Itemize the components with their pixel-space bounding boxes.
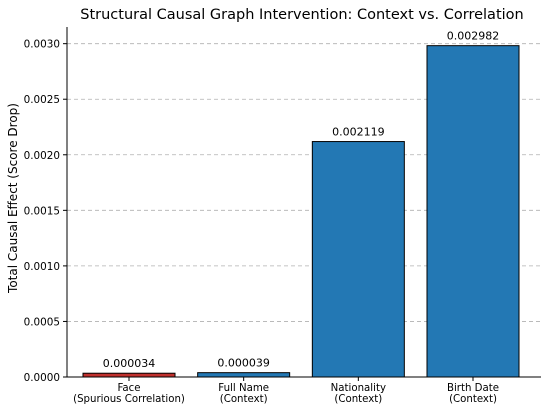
data-label: 0.000039 — [217, 357, 270, 370]
data-label: 0.002982 — [447, 30, 500, 43]
bar — [426, 45, 520, 378]
y-tick-label: 0.0020 — [24, 150, 60, 162]
x-tick-label: Face — [117, 383, 140, 394]
x-tick-label: (Context) — [220, 394, 268, 405]
x-tick-label: (Spurious Correlation) — [73, 394, 185, 405]
x-tick-label: (Context) — [449, 394, 497, 405]
y-tick-label: 0.0030 — [24, 39, 60, 51]
x-tick-label: Full Name — [218, 383, 269, 394]
bar — [197, 372, 291, 378]
y-axis-label: Total Causal Effect (Score Drop) — [6, 103, 20, 294]
y-tick-label: 0.0000 — [24, 372, 60, 384]
chart-title: Structural Causal Graph Intervention: Co… — [80, 7, 523, 23]
labels: 0.0000 0.0005 0.0010 0.0015 0.0020 0.0025 0.00… — [24, 30, 500, 405]
bar — [82, 372, 176, 378]
data-label: 0.002119 — [332, 126, 385, 139]
x-tick-label: Birth Date — [447, 383, 499, 394]
axes — [63, 27, 541, 381]
y-tick-label: 0.0015 — [24, 205, 60, 217]
bars — [82, 45, 520, 378]
y-tick-label: 0.0025 — [24, 94, 60, 106]
x-tick-label: (Context) — [334, 394, 382, 405]
y-tick-label: 0.0005 — [24, 316, 60, 328]
x-tick-label: Nationality — [331, 383, 386, 394]
bar — [311, 141, 405, 378]
y-tick-label: 0.0010 — [24, 261, 60, 273]
data-label: 0.000034 — [103, 357, 156, 370]
